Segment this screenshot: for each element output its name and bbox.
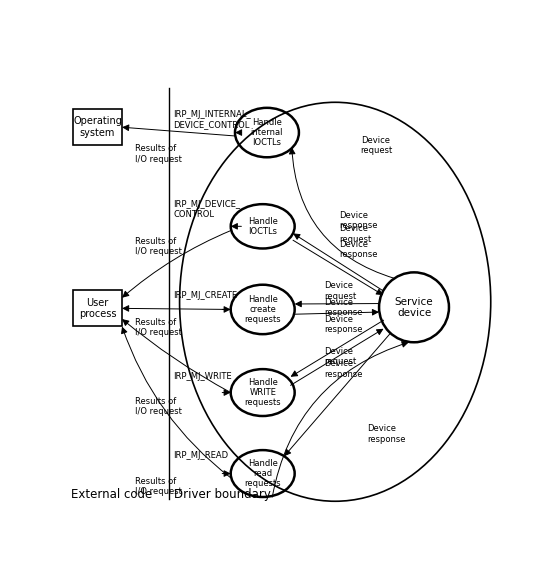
Text: Results of
I/O request: Results of I/O request bbox=[135, 477, 182, 496]
Text: Device
request: Device request bbox=[324, 281, 357, 301]
Text: Results of
I/O request: Results of I/O request bbox=[135, 237, 182, 256]
Text: Handle
IOCTLs: Handle IOCTLs bbox=[248, 217, 278, 236]
Text: Results of
I/O request: Results of I/O request bbox=[135, 318, 182, 337]
Text: IRP_MJ_INTERNAL_
DEVICE_CONTROL: IRP_MJ_INTERNAL_ DEVICE_CONTROL bbox=[173, 110, 251, 130]
Text: IRP_MJ_DEVICE_
CONTROL: IRP_MJ_DEVICE_ CONTROL bbox=[173, 200, 240, 219]
Text: Device
request: Device request bbox=[339, 224, 372, 244]
Text: Handle
WRITE
requests: Handle WRITE requests bbox=[244, 378, 281, 408]
Text: Device
response: Device response bbox=[367, 424, 406, 444]
Text: Device
response: Device response bbox=[339, 240, 378, 259]
Text: Results of
I/O request: Results of I/O request bbox=[135, 397, 182, 416]
Text: Device
request: Device request bbox=[361, 135, 393, 155]
Text: Device
response: Device response bbox=[339, 211, 378, 230]
Text: Service
device: Service device bbox=[395, 296, 433, 318]
Text: Results of
I/O request: Results of I/O request bbox=[135, 144, 182, 163]
Text: IRP_MJ_READ: IRP_MJ_READ bbox=[173, 450, 228, 460]
Text: Device
request: Device request bbox=[324, 347, 357, 366]
Text: Device
response: Device response bbox=[324, 314, 363, 334]
Text: Operating
system: Operating system bbox=[73, 116, 122, 138]
FancyBboxPatch shape bbox=[73, 290, 122, 327]
Text: Handle
read
requests: Handle read requests bbox=[244, 459, 281, 489]
Text: Device
response: Device response bbox=[324, 360, 363, 379]
Text: Handle
internal
IOCTLs: Handle internal IOCTLs bbox=[251, 118, 283, 148]
Text: IRP_MJ_WRITE: IRP_MJ_WRITE bbox=[173, 372, 232, 382]
Text: External code: External code bbox=[71, 488, 152, 501]
Text: IRP_MJ_CREATE: IRP_MJ_CREATE bbox=[173, 291, 237, 301]
Text: Device
response: Device response bbox=[324, 298, 363, 317]
Text: User
process: User process bbox=[79, 298, 116, 319]
Text: Driver boundary: Driver boundary bbox=[174, 488, 271, 501]
FancyBboxPatch shape bbox=[73, 109, 122, 145]
Text: Handle
create
requests: Handle create requests bbox=[244, 295, 281, 324]
